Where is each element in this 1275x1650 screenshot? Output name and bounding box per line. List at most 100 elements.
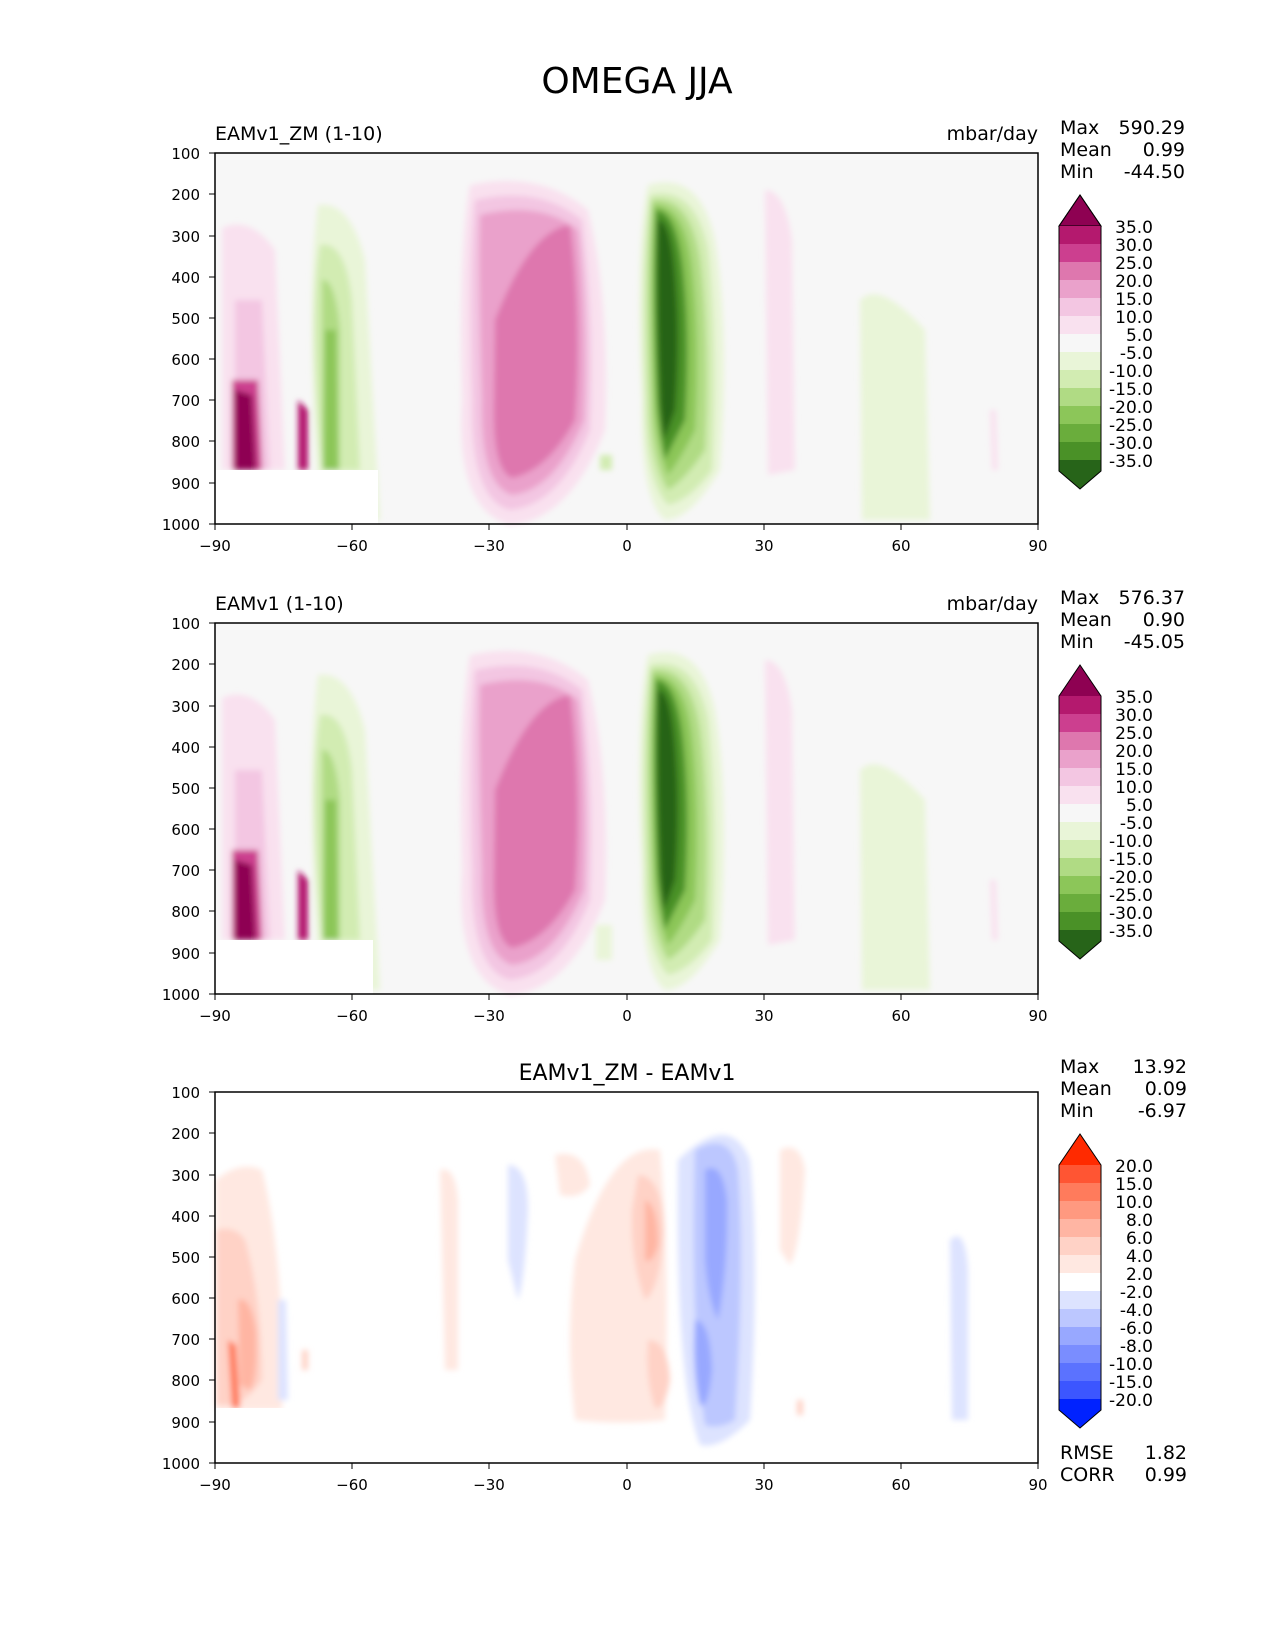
panel-3-min-label: Min [1060,1100,1094,1122]
panel-3: EAMv1_ZM - EAMv1 Max 13.92 Mean 0.09 Min… [162,1056,1187,1494]
panel-2-xtick: 30 [754,1007,773,1025]
panel-3-colorbar-label: -20.0 [1109,1391,1153,1411]
panel-1-colorbar-swatch [1059,280,1101,298]
panel-3-colorbar-label: -2.0 [1120,1283,1153,1303]
panel-1-colorbar-label: 30.0 [1115,236,1153,256]
panel-2-min-value: -45.05 [1124,631,1185,653]
panel-2-ytick: 500 [171,780,200,798]
panel-3-plot-area [214,1091,1039,1464]
panel-2-colorbar-label: -35.0 [1109,922,1153,942]
panel-3-ytick: 700 [171,1331,200,1349]
panel-3-colorbar-label: 4.0 [1126,1247,1153,1267]
panel-1-x-axis: −90 −60 −30 0 30 60 90 [199,524,1048,555]
panel-3-colorbar-label: -15.0 [1109,1373,1153,1393]
panel-2-title: EAMv1 (1-10) [215,593,344,615]
panel-2-colorbar-label: 25.0 [1115,724,1153,744]
panel-3-colorbar-outline [1058,1133,1102,1429]
panel-1-ytick: 300 [171,228,200,246]
panel-2-ytick: 100 [171,615,200,633]
panel-3-ytick: 600 [171,1290,200,1308]
panel-3-colorbar-label: 2.0 [1126,1265,1153,1285]
panel-3-max-label: Max [1060,1056,1099,1078]
panel-2-colorbar-swatch [1059,912,1101,930]
panel-2-colorbar-swatch [1059,876,1101,894]
panel-2-colorbar-label: 30.0 [1115,706,1153,726]
panel-3-colorbar-swatch [1059,1237,1101,1255]
panel-1-colorbar-swatch [1059,298,1101,316]
panel-1-xtick: −90 [199,537,231,555]
panel-1-colorbar-swatch [1059,370,1101,388]
panel-2-ytick: 300 [171,698,200,716]
panel-3-colorbar-label: -6.0 [1120,1319,1153,1339]
panel-3-colorbar-swatch [1059,1327,1101,1345]
panel-1: EAMv1_ZM (1-10) mbar/day Max 590.29 Mean… [162,117,1185,555]
panel-2-ytick: 200 [171,656,200,674]
panel-1-colorbar-top-extend [1058,194,1102,227]
panel-3-xtick: 90 [1028,1476,1047,1494]
panel-3-xtick: −60 [336,1476,368,1494]
panel-2-ytick: 800 [171,903,200,921]
panel-1-colorbar-label: 20.0 [1115,272,1153,292]
panel-1-colorbar-label: -15.0 [1109,380,1153,400]
panel-1-max-value: 590.29 [1119,117,1185,139]
panel-1-mean-value: 0.99 [1143,139,1185,161]
panel-1-ytick: 200 [171,186,200,204]
panel-1-masked-region [215,470,378,525]
panel-3-xtick: 0 [622,1476,632,1494]
panel-1-colorbar-label: 5.0 [1126,326,1153,346]
panel-1-colorbar-swatch [1059,334,1101,352]
panel-2-min-label: Min [1060,631,1094,653]
panel-2-colorbar-label: -5.0 [1120,814,1153,834]
panel-3-colorbar-swatch [1059,1381,1101,1399]
panel-2-colorbar-label: 15.0 [1115,760,1153,780]
panel-2-colorbar-label: 10.0 [1115,778,1153,798]
panel-1-units: mbar/day [947,123,1038,145]
panel-3-colorbar-swatch [1059,1219,1101,1237]
panel-1-ytick: 900 [171,475,200,493]
panel-2-colorbar-label: -15.0 [1109,850,1153,870]
panel-3-xtick: 30 [754,1476,773,1494]
panel-1-ytick: 100 [171,145,200,163]
panel-2-mean-label: Mean [1060,609,1112,631]
panel-1-colorbar-label: 25.0 [1115,254,1153,274]
panel-3-ytick: 400 [171,1208,200,1226]
panel-2-colorbar-labels: 35.0 30.0 25.0 20.0 15.0 10.0 5.0 -5.0 -… [1109,688,1153,942]
panel-1-ytick: 800 [171,433,200,451]
panel-1-colorbar-swatch [1059,424,1101,442]
panel-3-ytick: 300 [171,1167,200,1185]
panel-3-colorbar-swatch [1059,1165,1101,1183]
panel-3-ytick: 100 [171,1084,200,1102]
panel-1-xtick: −60 [336,537,368,555]
panel-3-colorbar-label: 6.0 [1126,1229,1153,1249]
panel-2-colorbar-label: 35.0 [1115,688,1153,708]
panel-2-xtick: 90 [1028,1007,1047,1025]
figure-title: OMEGA JJA [541,61,733,102]
panel-2-xtick: 0 [622,1007,632,1025]
panel-1-ytick: 1000 [162,516,200,534]
panel-3-colorbar-swatch [1059,1273,1101,1291]
panel-1-plot-area [214,152,1039,525]
panel-3-mean-label: Mean [1060,1078,1112,1100]
panel-3-colorbar-label: 8.0 [1126,1211,1153,1231]
panel-1-colorbar-swatch [1059,352,1101,370]
panel-1-colorbar-swatch [1059,388,1101,406]
panel-1-title: EAMv1_ZM (1-10) [215,123,383,145]
panel-2-xtick: −60 [336,1007,368,1025]
panel-3-rmse-label: RMSE [1060,1442,1114,1464]
panel-3-corr-value: 0.99 [1145,1464,1187,1486]
panel-2-colorbar-label: 5.0 [1126,796,1153,816]
panel-2-max-label: Max [1060,587,1099,609]
panel-2-colorbar-label: -10.0 [1109,832,1153,852]
panel-1-ytick: 700 [171,392,200,410]
panel-2-colorbar: 35.0 30.0 25.0 20.0 15.0 10.0 5.0 -5.0 -… [1058,664,1153,960]
panel-2-colorbar-swatch [1059,696,1101,714]
panel-3-colorbar: 20.0 15.0 10.0 8.0 6.0 4.0 2.0 -2.0 -4.0… [1058,1133,1153,1429]
panel-3-title: EAMv1_ZM - EAMv1 [519,1061,736,1086]
panel-2-ytick: 600 [171,821,200,839]
panel-2-y-axis: 100 200 300 400 500 600 700 800 900 1000 [162,615,215,1004]
panel-3-colorbar-label: -8.0 [1120,1337,1153,1357]
panel-2-colorbar-swatch [1059,840,1101,858]
panel-2-colorbar-swatch [1059,786,1101,804]
panel-1-mean-label: Mean [1060,139,1112,161]
panel-2-colorbar-label: -25.0 [1109,886,1153,906]
